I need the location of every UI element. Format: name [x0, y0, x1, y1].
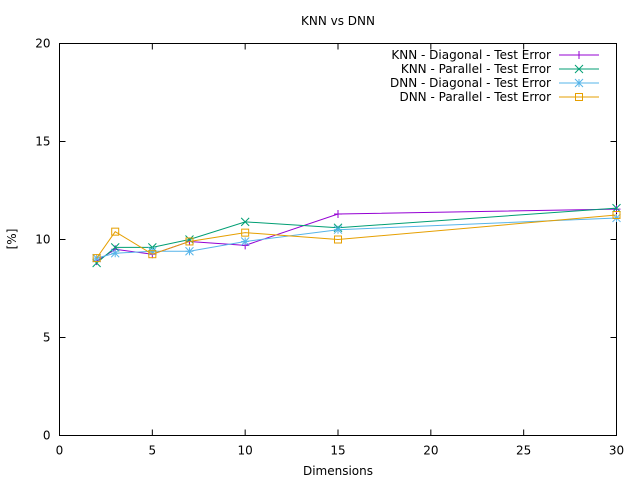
data-point — [147, 246, 157, 256]
x-tick-label: 15 — [330, 444, 345, 458]
x-tick-label: 10 — [238, 444, 253, 458]
data-point — [185, 246, 194, 256]
y-tick-label: 5 — [43, 331, 51, 345]
y-axis: 0 5 10 15 20 — [35, 37, 617, 443]
data-point — [111, 227, 120, 236]
x-tick-label: 5 — [149, 444, 157, 458]
data-point — [110, 248, 120, 258]
legend-item: KNN - Parallel - Test Error — [401, 62, 599, 76]
legend-item: KNN - Diagonal - Test Error — [391, 48, 599, 62]
data-point — [612, 203, 621, 213]
y-tick-label: 15 — [35, 135, 50, 149]
x-axis: 0 5 10 15 20 25 30 — [56, 43, 624, 458]
series-layer — [92, 203, 621, 268]
y-tick-label: 20 — [35, 37, 50, 51]
y-axis-label: [%] — [5, 229, 19, 250]
data-point — [333, 225, 343, 235]
series-4 — [92, 211, 621, 263]
x-tick-label: 0 — [56, 444, 64, 458]
data-point — [240, 217, 250, 227]
data-point — [334, 235, 342, 244]
legend-marker — [575, 93, 583, 101]
data-point — [241, 228, 250, 237]
legend-label: KNN - Parallel - Test Error — [401, 62, 551, 76]
legend-item: DNN - Diagonal - Test Error — [390, 76, 599, 90]
x-tick-label: 20 — [423, 444, 438, 458]
series-line — [96, 214, 617, 259]
y-tick-label: 0 — [43, 429, 51, 443]
x-axis-label: Dimensions — [303, 464, 373, 478]
legend-marker — [575, 51, 583, 59]
data-point — [92, 254, 101, 263]
legend-label: KNN - Diagonal - Test Error — [391, 48, 551, 62]
data-point — [612, 211, 621, 219]
series-line — [96, 207, 617, 264]
series-line — [96, 208, 617, 262]
x-tick-label: 30 — [609, 444, 624, 458]
data-point — [240, 237, 250, 246]
x-tick-label: 25 — [516, 444, 531, 458]
data-point — [185, 237, 194, 246]
legend-marker — [574, 64, 584, 74]
y-tick-label: 10 — [35, 233, 50, 247]
data-point — [148, 250, 157, 259]
legend-marker — [574, 78, 584, 88]
legend-label: DNN - Parallel - Test Error — [399, 90, 551, 104]
series-1 — [92, 205, 621, 266]
data-point — [334, 210, 342, 219]
series-3 — [92, 213, 621, 263]
chart-title: KNN vs DNN — [301, 14, 375, 28]
legend-item: DNN - Parallel - Test Error — [399, 90, 599, 104]
legend-label: DNN - Diagonal - Test Error — [390, 76, 551, 90]
